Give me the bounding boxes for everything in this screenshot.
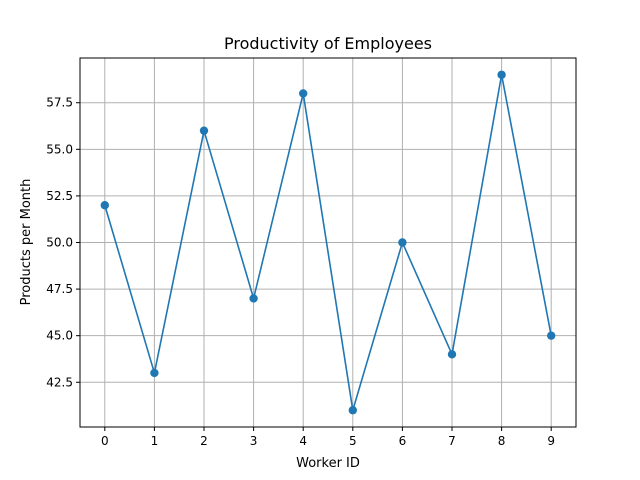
y-tick-label: 52.5 (46, 189, 73, 203)
y-tick-label: 50.0 (46, 236, 73, 250)
x-tick-label: 7 (448, 434, 456, 448)
y-tick-label: 45.0 (46, 329, 73, 343)
x-tick-label: 5 (349, 434, 357, 448)
data-point (547, 331, 556, 340)
x-axis-label: Worker ID (296, 456, 360, 471)
x-tick-label: 2 (200, 434, 208, 448)
y-tick-label: 55.0 (46, 142, 73, 156)
y-tick-label: 42.5 (46, 375, 73, 389)
x-tick-label: 6 (399, 434, 407, 448)
y-tick-label: 47.5 (46, 282, 73, 296)
data-point (199, 126, 209, 135)
y-tick-label: 57.5 (46, 96, 73, 110)
x-tick-label: 3 (250, 434, 258, 448)
data-point (497, 70, 506, 79)
data-point (249, 294, 258, 303)
data-point (150, 368, 159, 378)
x-tick-label: 4 (299, 434, 307, 448)
y-axis-label: Products per Month (19, 179, 34, 306)
x-tick-label: 9 (547, 434, 555, 448)
data-point (348, 406, 357, 415)
data-point (447, 350, 457, 359)
series-layer (100, 70, 556, 415)
x-tick-label: 0 (101, 434, 109, 448)
x-tick-label: 1 (151, 434, 159, 448)
tick-layer: 0 1 2 3 4 5 6 7 8 9 42.5 45.0 47.5 50.0 52.5 55.0 57.5 (46, 96, 555, 448)
chart-title: Productivity of Employees (224, 34, 432, 53)
data-point (398, 238, 407, 247)
data-point (100, 201, 110, 210)
x-tick-label: 8 (498, 434, 506, 448)
series-line (104, 74, 552, 411)
data-point (299, 89, 308, 98)
